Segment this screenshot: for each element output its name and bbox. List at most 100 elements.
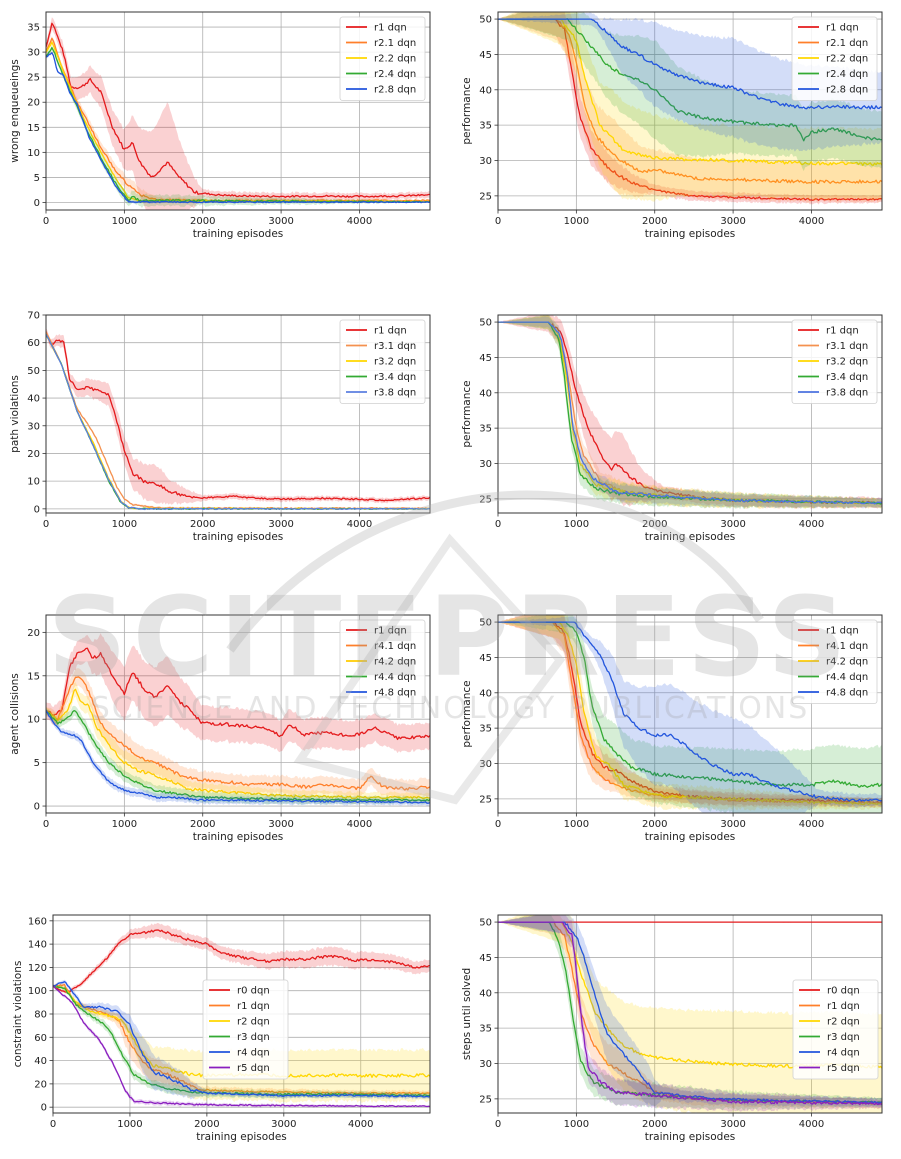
series-band-r4-8-dqn: [498, 616, 882, 813]
legend: r0 dqn r1 dqn r2 dqn r3 dqn r4 dqn r5 dqn: [202, 979, 289, 1080]
x-tick-label: 3000: [268, 216, 293, 227]
legend-label: r3.8 dqn: [826, 388, 868, 399]
x-axis-label: training episodes: [645, 531, 736, 543]
y-tick-label: 40: [479, 388, 492, 399]
x-tick-label: 0: [495, 819, 501, 830]
y-tick-label: 10: [27, 148, 40, 159]
x-tick-label: 2000: [190, 819, 215, 830]
series-band-r2-dqn: [53, 984, 430, 1104]
x-tick-label: 2000: [190, 216, 215, 227]
chart-agent-collisions: 0 1000 2000 3000 4000 0 5 10 15 20 training episod…: [9, 614, 431, 843]
y-tick-label: 40: [479, 688, 492, 699]
legend-label: r2.2 dqn: [826, 54, 868, 65]
y-tick-label: 25: [479, 1094, 492, 1105]
plot-frame: [497, 614, 883, 814]
legend-label: r3.4 dqn: [374, 372, 416, 383]
series-band-r2-8-dqn: [498, 12, 882, 152]
series-line-r2-8-dqn: [498, 18, 882, 110]
series-line-r2-2-dqn: [498, 18, 882, 167]
series-band-r1-dqn: [498, 12, 882, 205]
x-tick-label: 3000: [268, 519, 293, 530]
legend-label: r4.8 dqn: [374, 688, 416, 699]
y-tick-label: 50: [27, 366, 40, 377]
x-tick-label: 1000: [564, 1119, 589, 1130]
legend-label: r2.1 dqn: [374, 38, 416, 49]
series-band-r4-1-dqn: [46, 668, 430, 800]
y-tick-label: 60: [27, 338, 40, 349]
y-tick-label: 15: [27, 671, 40, 682]
x-tick-label: 4000: [347, 216, 372, 227]
legend-label: r2.1 dqn: [826, 38, 868, 49]
x-tick-label: 2000: [642, 1119, 667, 1130]
legend-label: r0 dqn: [827, 986, 860, 997]
x-tick-label: 4000: [799, 519, 824, 530]
x-tick-label: 2000: [190, 519, 215, 530]
y-axis-label: performance: [461, 380, 473, 447]
legend: r1 dqn r3.1 dqn r3.2 dqn r3.4 dqn r3.8 dqn: [339, 319, 426, 404]
legend-label: r4.1 dqn: [826, 641, 868, 652]
y-axis-label: steps until solved: [461, 968, 473, 1060]
y-axis-label: agent collisions: [9, 673, 21, 755]
x-tick-label: 3000: [268, 819, 293, 830]
y-tick-label: 70: [27, 311, 40, 322]
series-line-r0-dqn: [53, 929, 430, 993]
series-band-r1-dqn: [498, 615, 882, 808]
legend-label: r2.4 dqn: [374, 69, 416, 80]
x-tick-label: 1000: [112, 519, 137, 530]
plot-frame: [497, 11, 883, 211]
legend-label: r1 dqn: [826, 23, 859, 34]
legend: r1 dqn r2.1 dqn r2.2 dqn r2.4 dqn r2.8 dqn: [791, 16, 878, 101]
series-band-r2-dqn: [498, 915, 882, 1113]
y-tick-label: 15: [27, 123, 40, 134]
y-tick-label: 0: [34, 504, 40, 515]
series-band-r5-dqn: [498, 915, 882, 1112]
chart-steps-until-solved: 0 1000 2000 3000 4000 25 30 35 40 45 50 training ep…: [461, 914, 883, 1143]
plot-area: [498, 615, 882, 813]
legend-label: r1 dqn: [237, 1001, 270, 1012]
y-tick-label: 30: [27, 48, 40, 59]
y-tick-label: 50: [479, 618, 492, 629]
x-tick-label: 4000: [799, 1119, 824, 1130]
series-line-r1-dqn: [46, 22, 430, 198]
y-tick-label: 45: [479, 50, 492, 61]
chart-performance-r4: 0 1000 2000 3000 4000 25 30 35 40 45 50 training ep…: [461, 614, 883, 843]
x-tick-label: 1000: [564, 519, 589, 530]
y-tick-label: 45: [479, 653, 492, 664]
x-tick-label: 2000: [642, 216, 667, 227]
series-line-r3-dqn: [53, 985, 430, 1097]
series-line-r1-dqn: [46, 647, 430, 741]
x-tick-label: 4000: [799, 216, 824, 227]
series-band-r4-2-dqn: [498, 615, 882, 811]
x-tick-label: 3000: [271, 1119, 296, 1130]
y-tick-label: 10: [27, 715, 40, 726]
y-tick-label: 35: [479, 424, 492, 435]
series-band-r2-1-dqn: [498, 12, 882, 204]
x-axis-label: training episodes: [196, 1131, 287, 1143]
legend-label: r4.1 dqn: [374, 641, 416, 652]
y-axis-label: performance: [461, 77, 473, 144]
series-band-r4-2-dqn: [46, 682, 430, 804]
x-axis-label: training episodes: [645, 228, 736, 240]
x-tick-label: 4000: [347, 819, 372, 830]
y-tick-label: 35: [479, 724, 492, 735]
y-tick-label: 35: [479, 121, 492, 132]
y-tick-label: 25: [479, 794, 492, 805]
x-axis-label: training episodes: [193, 531, 284, 543]
x-tick-label: 3000: [720, 216, 745, 227]
y-tick-label: 80: [34, 1010, 47, 1021]
y-tick-label: 45: [479, 953, 492, 964]
series-line-r3-8-dqn: [46, 334, 430, 511]
y-axis-label: path violations: [9, 375, 21, 453]
x-tick-label: 0: [495, 519, 501, 530]
legend-label: r2.4 dqn: [826, 69, 868, 80]
series-line-r4-2-dqn: [498, 621, 882, 806]
series-line-r4-4-dqn: [46, 709, 430, 802]
x-tick-label: 1000: [564, 216, 589, 227]
x-tick-label: 1000: [112, 819, 137, 830]
x-tick-label: 0: [43, 519, 49, 530]
legend-label: r3.2 dqn: [374, 357, 416, 368]
series-band-r2-4-dqn: [498, 12, 882, 172]
legend-box: [791, 619, 878, 704]
series-band-r3-1-dqn: [498, 315, 882, 510]
